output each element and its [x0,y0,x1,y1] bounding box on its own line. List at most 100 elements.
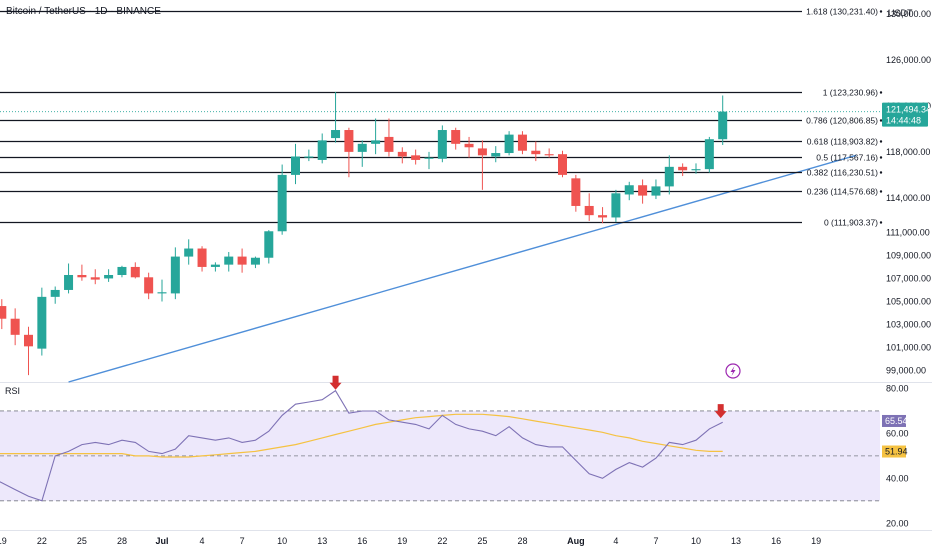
last-price-value: 121,494.34 [886,105,931,115]
fib-level-dot [879,119,883,122]
fib-level-label: 0.382 (116,230.51) [807,168,878,178]
candle-up [357,143,367,152]
rsi-tick-label: 60.00 [886,428,909,438]
rsi-tick-label: 40.00 [886,473,909,483]
x-tick-label: 28 [517,536,527,546]
x-tick-label: 10 [277,536,287,546]
fib-level-label: 0.786 (120,806.85) [806,116,878,126]
x-tick-label: 19 [397,536,407,546]
candle-down [477,148,487,156]
x-tick-label: 28 [117,536,127,546]
rsi-value-label: 65.54 [885,416,908,426]
fib-level-dot [879,140,883,143]
candle-up [277,174,287,232]
candle-down [197,248,207,267]
price-tick-label: 130,000.00 [886,9,931,19]
x-tick-label: 13 [317,536,327,546]
price-tick-label: 107,000.00 [886,273,931,283]
x-tick-label: Jul [155,536,168,546]
candle-down [571,178,581,206]
candle-up [157,292,167,294]
x-tick-label: 13 [731,536,741,546]
candle-down [237,256,247,265]
fib-level-dot [879,190,883,193]
candle-up [37,296,47,349]
x-tick-label: 7 [653,536,658,546]
fib-level-label: 0.5 (117,567.16) [816,153,878,163]
candle-up [104,274,114,279]
fib-level-label: 0 (111,903.37) [824,218,878,228]
candle-up [491,153,501,157]
price-tick-label: 101,000.00 [886,342,931,352]
fib-level-dot [879,10,883,13]
rsi-line [0,389,723,502]
candle-up [691,169,701,171]
x-tick-label: 4 [200,536,205,546]
candle-up [304,156,314,158]
candle-up [504,134,514,154]
rsi-ma-label: 51.94 [885,447,908,457]
fib-level-dot [879,91,883,94]
rsi-ma-tag [882,445,906,458]
candle-down [464,143,474,148]
candle-down [24,334,33,347]
rsi-label[interactable]: RSI [5,386,21,396]
fib-level-dot [879,156,883,159]
chart-title: Bitcoin / TetherUS · 1D · BINANCE [6,6,161,17]
fib-level-label: 1.618 (130,231.40) [806,7,878,17]
candle-down [10,318,20,335]
price-tick-label: 99,000.00 [886,365,926,375]
x-tick-label: 16 [357,536,367,546]
candle-up [117,266,127,275]
candle-down [130,266,140,278]
x-tick-label: 22 [37,536,47,546]
candle-up [224,256,234,265]
candle-up [184,248,194,257]
candle-up [611,193,621,218]
trendline [68,154,857,383]
fib-level-dot [879,221,883,224]
candle-up [704,139,714,170]
candle-up [371,140,381,144]
candle-down [144,277,154,294]
x-tick-label: 4 [613,536,618,546]
candle-up [651,186,661,196]
price-tick-label: 109,000.00 [886,250,931,260]
x-tick-label: Aug [567,536,585,546]
candle-down [90,277,100,280]
candle-up [170,256,180,294]
candle-down [0,306,7,319]
x-tick-label: 25 [77,536,87,546]
x-tick-label: 22 [437,536,447,546]
candle-down [598,215,608,218]
candle-down [344,130,354,152]
candle-down [558,154,567,175]
candle-down [397,151,407,157]
price-tick-label: 114,000.00 [886,193,930,203]
candle-up [317,140,327,160]
rsi-tick-label: 20.00 [886,518,909,528]
candle-up [50,289,60,297]
candle-up [424,157,434,159]
x-tick-label: 10 [691,536,701,546]
rsi-tick-label: 80.00 [886,383,909,393]
x-tick-label: 19 [811,536,821,546]
price-tick-label: 126,000.00 [886,55,931,65]
price-tick-label: 103,000.00 [886,319,931,329]
rsi-value-tag [882,414,906,427]
candle-up [264,231,274,258]
price-tick-label: 118,000.00 [886,147,930,157]
candle-up [64,274,74,290]
candle-up [210,264,220,267]
candle-down [584,205,594,216]
x-tick-label: 19 [0,536,7,546]
fib-level-label: 1 (123,230.96) [823,88,878,98]
candle-up [250,257,260,265]
candle-down [544,154,554,156]
x-tick-label: 25 [477,536,487,546]
price-tick-label: 105,000.00 [886,296,931,306]
candle-up [718,111,728,140]
candle-down [531,150,541,155]
